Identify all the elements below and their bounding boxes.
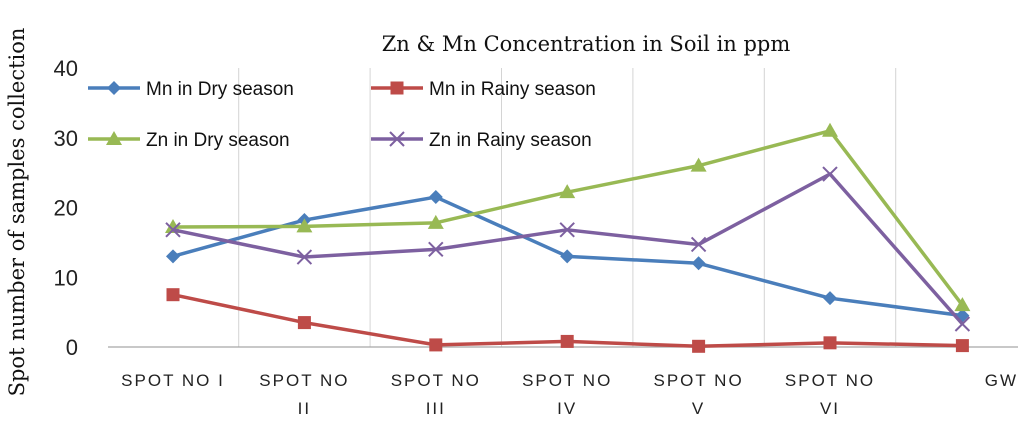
chart-title: Zn & Mn Concentration in Soil in ppm — [382, 32, 791, 56]
data-point — [560, 249, 575, 264]
data-point — [166, 249, 180, 264]
data-point — [559, 222, 575, 238]
data-point — [691, 256, 706, 271]
y-tick-label: 10 — [54, 265, 78, 290]
y-tick-label: 30 — [54, 126, 78, 151]
data-point — [166, 288, 180, 302]
data-point — [428, 241, 444, 258]
data-point — [823, 291, 837, 306]
series-2 — [166, 288, 969, 353]
data-point — [427, 214, 444, 229]
legend-item: Mn in Rainy season — [371, 79, 596, 100]
grid — [238, 68, 897, 347]
data-point — [823, 336, 837, 350]
x-tick-label: II — [298, 399, 311, 418]
legend-item: Zn in Dry season — [88, 130, 290, 151]
x-tick-label: SPOT NO — [391, 371, 481, 390]
x-tick-label: SPOT NO — [259, 371, 349, 390]
data-point — [296, 249, 313, 265]
labels: Zn & Mn Concentration in Soil in ppm Spo… — [5, 28, 1018, 418]
y-axis-label: Spot number of samples collection — [5, 28, 29, 397]
data-point — [560, 334, 574, 348]
data-point — [955, 339, 969, 353]
x-tick-label: VI — [820, 399, 840, 418]
data-point — [822, 166, 838, 182]
y-tick-label: 40 — [54, 56, 78, 81]
y-tick-label: 20 — [54, 196, 78, 221]
data-point — [690, 236, 707, 253]
data-point — [954, 297, 971, 312]
series-group — [165, 122, 971, 353]
legend: Mn in Dry season Mn in Rainy season Zn in … — [88, 79, 596, 151]
series-line — [172, 129, 964, 307]
legend-marker — [107, 81, 121, 95]
data-point — [692, 339, 706, 353]
series-1 — [166, 190, 970, 323]
x-tick-label: GW — [985, 371, 1018, 390]
legend-item: Zn in Rainy season — [371, 130, 592, 151]
data-point — [429, 338, 443, 352]
data-point — [296, 218, 313, 233]
legend-label: Zn in Rainy season — [429, 130, 592, 151]
legend-marker — [389, 131, 405, 147]
legend-item: Mn in Dry season — [88, 79, 294, 100]
data-point — [690, 157, 707, 172]
legend-label: Mn in Rainy season — [429, 79, 596, 100]
x-tick-label: SPOT NO — [522, 371, 612, 390]
series-4 — [165, 166, 971, 332]
x-tick-label: III — [426, 399, 446, 418]
x-tick-label: V — [692, 399, 705, 418]
data-point — [822, 122, 838, 137]
data-point — [954, 316, 971, 332]
x-tick-label: SPOT NO I — [121, 371, 225, 390]
legend-marker — [390, 81, 404, 95]
y-tick-label: 0 — [66, 335, 78, 360]
data-point — [559, 184, 576, 199]
data-point — [165, 222, 181, 238]
data-point — [428, 190, 443, 205]
x-tick-label: SPOT NO — [785, 371, 875, 390]
legend-label: Mn in Dry season — [146, 79, 294, 100]
x-tick-label: IV — [557, 399, 577, 418]
x-tick-label: SPOT NO — [653, 371, 743, 390]
data-point — [297, 316, 311, 330]
legend-label: Zn in Dry season — [146, 130, 290, 151]
series-3 — [165, 122, 971, 312]
legend-marker — [106, 131, 122, 145]
